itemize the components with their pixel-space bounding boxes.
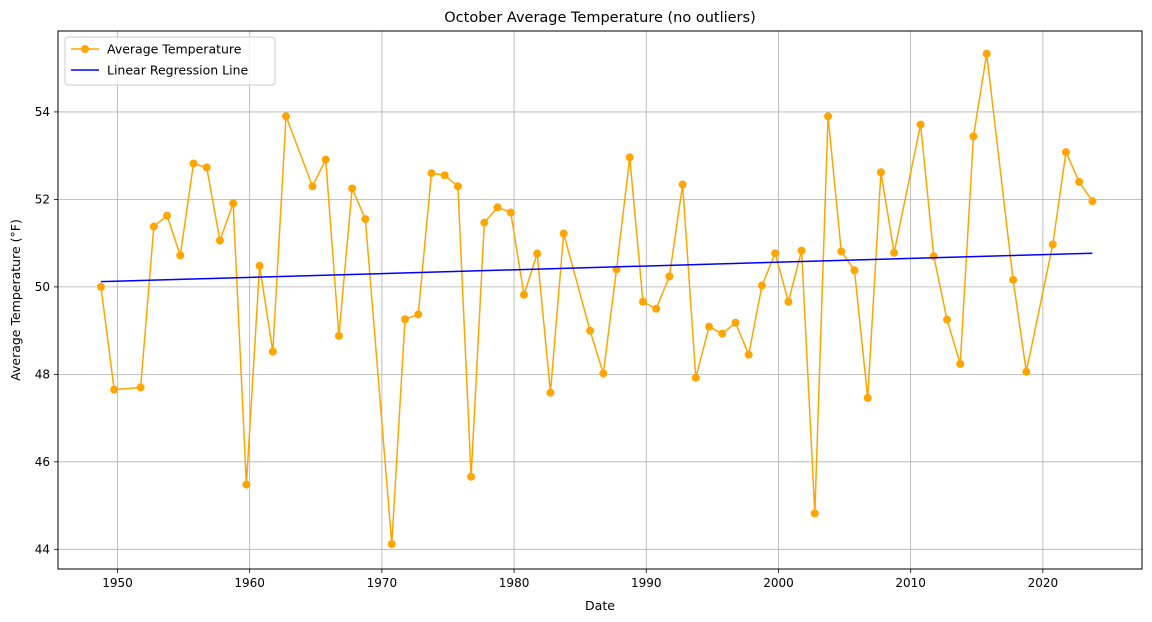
- data-point: [215, 236, 224, 245]
- y-axis-label: Average Temperature (°F): [8, 219, 23, 381]
- y-tick-label: 48: [35, 367, 50, 381]
- legend-marker-average-temperature: [81, 45, 89, 53]
- data-point: [480, 218, 489, 227]
- data-point: [202, 163, 211, 172]
- data-point: [757, 281, 766, 290]
- data-point: [784, 297, 793, 306]
- data-point: [718, 329, 727, 338]
- data-point: [678, 180, 687, 189]
- data-point: [916, 120, 925, 129]
- x-axis-label: Date: [585, 598, 615, 613]
- chart-title: October Average Temperature (no outliers…: [444, 10, 755, 26]
- data-point: [268, 347, 277, 356]
- data-point: [863, 393, 872, 402]
- data-point: [665, 272, 674, 281]
- data-point: [361, 215, 370, 224]
- y-tick-label: 54: [35, 105, 50, 119]
- data-point: [453, 182, 462, 191]
- data-point: [652, 304, 661, 313]
- data-point: [533, 249, 542, 258]
- data-point: [850, 266, 859, 275]
- data-point: [1022, 367, 1031, 376]
- data-point: [242, 480, 251, 489]
- data-point: [493, 203, 502, 212]
- data-point: [982, 49, 991, 58]
- data-point: [625, 153, 634, 162]
- x-tick-label: 1960: [234, 576, 265, 590]
- data-point: [1061, 148, 1070, 157]
- y-tick-label: 44: [35, 542, 50, 556]
- data-point: [599, 369, 608, 378]
- data-point: [797, 246, 806, 255]
- data-point: [149, 222, 158, 231]
- data-point: [837, 247, 846, 256]
- data-point: [321, 155, 330, 164]
- data-point: [189, 159, 198, 168]
- data-point: [824, 112, 833, 121]
- y-tick-label: 52: [35, 192, 50, 206]
- data-point: [110, 385, 119, 394]
- data-point: [176, 251, 185, 260]
- data-point: [691, 373, 700, 382]
- x-tick-label: 1970: [367, 576, 398, 590]
- x-tick-label: 2020: [1028, 576, 1059, 590]
- data-point: [255, 261, 264, 270]
- data-point: [771, 249, 780, 258]
- legend: Average Temperature Linear Regression Li…: [64, 36, 276, 86]
- x-tick-label: 1980: [499, 576, 530, 590]
- data-point: [387, 540, 396, 549]
- ticks: 1950 1960 1970 1980 1990 2000 2010 2020 44 46 48 50…: [35, 105, 1058, 590]
- data-point: [969, 132, 978, 141]
- x-tick-label: 2010: [895, 576, 926, 590]
- data-point: [1048, 240, 1057, 249]
- data-point: [559, 229, 568, 238]
- data-point: [348, 184, 357, 193]
- series-line-linear-regression-line: [100, 252, 1093, 283]
- y-tick-label: 46: [35, 455, 50, 469]
- plot-frame: [57, 30, 1143, 570]
- series-layer: [96, 49, 1097, 549]
- data-point: [519, 290, 528, 299]
- data-point: [467, 472, 476, 481]
- legend-label-regression: Linear Regression Line: [107, 63, 249, 78]
- data-point: [506, 208, 515, 217]
- data-point: [427, 169, 436, 178]
- data-point: [810, 509, 819, 518]
- data-point: [229, 199, 238, 208]
- data-point: [282, 112, 291, 121]
- data-point: [96, 282, 105, 291]
- grid: [58, 31, 1142, 569]
- data-point: [731, 318, 740, 327]
- data-point: [956, 359, 965, 368]
- x-tick-label: 1950: [102, 576, 133, 590]
- data-point: [1088, 197, 1097, 206]
- data-point: [638, 297, 647, 306]
- legend-box: [64, 36, 276, 86]
- data-point: [440, 171, 449, 180]
- data-point: [744, 350, 753, 359]
- x-tick-label: 2000: [763, 576, 794, 590]
- y-tick-label: 50: [35, 280, 50, 294]
- legend-label-average-temperature: Average Temperature: [107, 42, 242, 57]
- data-point: [1009, 275, 1018, 284]
- data-point: [943, 315, 952, 324]
- data-point: [334, 331, 343, 340]
- data-point: [308, 182, 317, 191]
- data-point: [705, 322, 714, 331]
- data-point: [586, 326, 595, 335]
- data-point: [136, 383, 145, 392]
- data-point: [163, 211, 172, 220]
- data-point: [929, 252, 938, 261]
- data-point: [546, 388, 555, 397]
- data-point: [876, 168, 885, 177]
- data-point: [401, 315, 410, 324]
- x-tick-label: 1990: [631, 576, 662, 590]
- data-point: [890, 248, 899, 257]
- data-point: [414, 310, 423, 319]
- data-point: [1075, 177, 1084, 186]
